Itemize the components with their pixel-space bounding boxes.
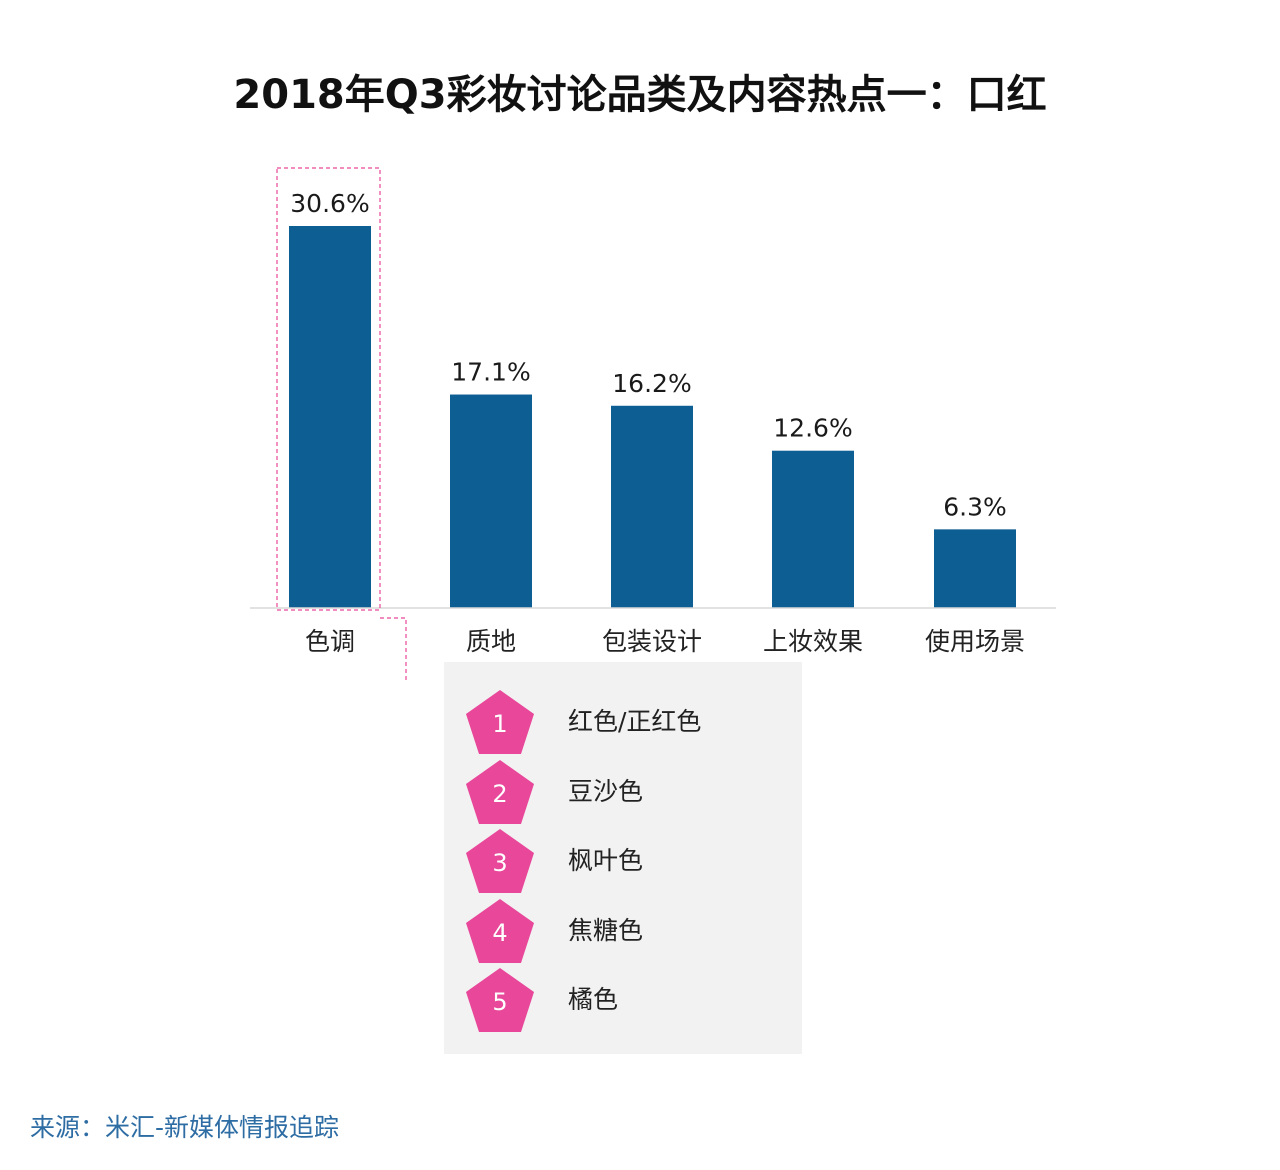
source-note: 来源：米汇-新媒体情报追踪 bbox=[30, 1113, 340, 1142]
bar-value-label: 6.3% bbox=[943, 492, 1007, 521]
rank-item: 3 枫叶色 bbox=[464, 827, 784, 897]
rank-item: 5 橘色 bbox=[464, 966, 784, 1036]
rank-number: 5 bbox=[492, 988, 508, 1016]
chart-title: 2018年Q3彩妆讨论品类及内容热点一：口红 bbox=[233, 72, 1047, 118]
pentagon-badge-icon bbox=[466, 898, 534, 963]
pentagon-badge-icon bbox=[466, 690, 534, 754]
bar-value-label: 16.2% bbox=[612, 369, 691, 398]
category-label: 质地 bbox=[466, 627, 516, 656]
highlight-box bbox=[276, 167, 381, 611]
bar-chart: 30.6% 色调 17.1% 质地 16.2% 包装设计 12.6% 上妆效果 6.3% 使用场景 bbox=[250, 167, 1056, 680]
highlight-connector-arrow bbox=[380, 617, 407, 680]
bar-3 bbox=[611, 405, 693, 608]
category-label: 使用场景 bbox=[925, 627, 1025, 656]
rank-label: 豆沙色 bbox=[568, 776, 644, 806]
rank-label: 红色/正红色 bbox=[568, 707, 702, 736]
rank-number: 1 bbox=[492, 710, 508, 738]
bar-value-label: 30.6% bbox=[290, 189, 369, 218]
rank-number: 3 bbox=[492, 849, 508, 877]
pentagon-badge-icon bbox=[466, 829, 534, 893]
category-label: 色调 bbox=[305, 627, 355, 656]
bar-value-label: 12.6% bbox=[773, 414, 852, 443]
bar-2 bbox=[450, 394, 532, 608]
pentagon-badge-icon bbox=[466, 759, 534, 824]
rank-label: 枫叶色 bbox=[568, 846, 644, 875]
bar-1 bbox=[289, 226, 371, 608]
category-label: 上妆效果 bbox=[763, 627, 863, 656]
rank-label: 橘色 bbox=[568, 985, 619, 1014]
bar-4 bbox=[772, 450, 854, 608]
rank-number: 4 bbox=[492, 918, 508, 947]
bars-group: 30.6% 色调 17.1% 质地 16.2% 包装设计 12.6% 上妆效果 6.3% 使用场景 bbox=[289, 189, 1025, 656]
bar-value-label: 17.1% bbox=[451, 358, 530, 387]
rank-item: 1 红色/正红色 bbox=[464, 688, 784, 758]
detail-panel: 1 红色/正红色 2 豆沙色 3 枫叶色 4 焦糖色 5 橘色 bbox=[444, 662, 802, 1054]
pentagon-badge-icon bbox=[466, 968, 534, 1032]
rank-item: 4 焦糖色 bbox=[464, 897, 784, 967]
rank-label: 焦糖色 bbox=[568, 915, 644, 945]
category-label: 包装设计 bbox=[602, 627, 702, 656]
bar-5 bbox=[934, 529, 1016, 608]
rank-item: 2 豆沙色 bbox=[464, 758, 784, 828]
rank-number: 2 bbox=[492, 779, 508, 808]
